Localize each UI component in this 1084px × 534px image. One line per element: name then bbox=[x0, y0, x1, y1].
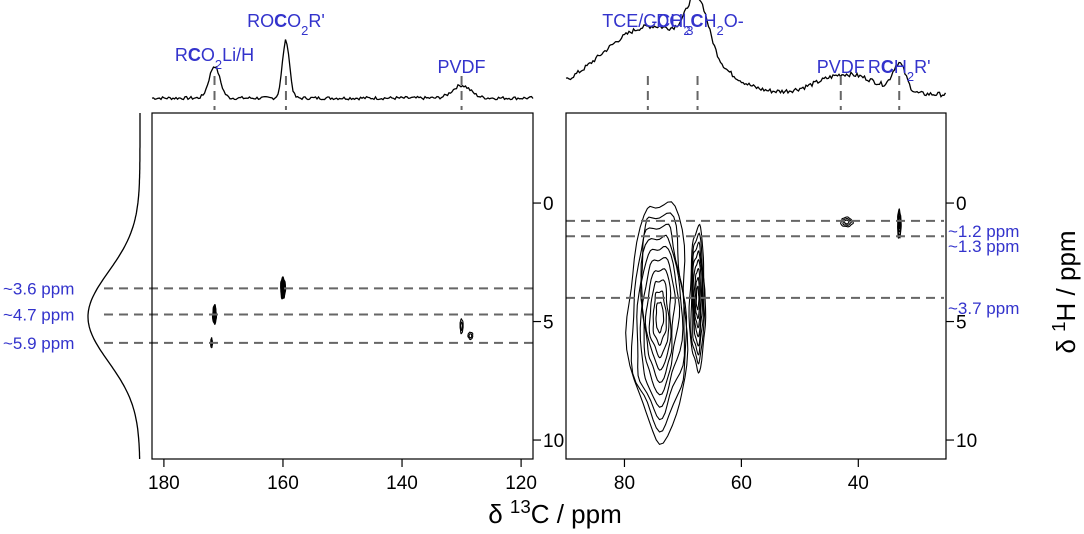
axes-layer: 180 160 140 120 80 60 40 0 0 5 5 10 10 bbox=[148, 194, 977, 494]
x-tick-label: 160 bbox=[267, 473, 299, 494]
contour-level bbox=[652, 290, 667, 346]
contour-level bbox=[467, 331, 474, 341]
x-tick-label: 60 bbox=[731, 473, 752, 494]
peak-label: PVDF bbox=[817, 57, 865, 77]
proton-projection-trace bbox=[87, 113, 141, 459]
y-tick-label: 10 bbox=[543, 431, 564, 452]
peak-label: TCE/CDCl3 bbox=[602, 11, 693, 38]
x-tick-label: 180 bbox=[148, 473, 180, 494]
contour-level bbox=[843, 219, 850, 225]
x-tick-label: 80 bbox=[614, 473, 635, 494]
peak-label: RCH2R' bbox=[868, 57, 931, 84]
cross-peak bbox=[459, 318, 464, 335]
guide-lines bbox=[104, 76, 944, 344]
right-plot-frame bbox=[565, 112, 947, 460]
contour-level bbox=[636, 223, 685, 421]
y-tick-label: 5 bbox=[543, 313, 554, 334]
contour-level bbox=[694, 276, 701, 320]
proton-shift-label: ~3.6 ppm bbox=[3, 279, 74, 298]
peak-label: RCO2Li/H bbox=[175, 45, 254, 72]
proton-shift-label: ~3.7 ppm bbox=[948, 299, 1019, 318]
contour-level bbox=[640, 245, 681, 396]
contour-level bbox=[282, 286, 284, 291]
carbon-projection-right bbox=[565, 0, 947, 98]
y-tick-label: 10 bbox=[956, 431, 977, 452]
cross-peak bbox=[467, 331, 474, 341]
y-tick-label: 0 bbox=[543, 194, 554, 215]
contour-layer bbox=[210, 201, 902, 446]
carbon-projection-right-trace bbox=[565, 0, 947, 98]
left-plot-frame bbox=[151, 112, 534, 460]
cross-peak bbox=[625, 201, 689, 446]
proton-shift-label: ~5.9 ppm bbox=[3, 334, 74, 353]
contour-level bbox=[468, 333, 473, 339]
contour-level bbox=[842, 217, 852, 226]
contour-level bbox=[641, 257, 676, 384]
contour-level bbox=[639, 234, 684, 408]
peak-label: -CH2CH2O- bbox=[651, 11, 743, 38]
contour-level bbox=[459, 318, 464, 335]
y-axis-title: δ 1H / ppm bbox=[1048, 230, 1082, 353]
labels-layer: RCO2Li/H ROCO2R' PVDF TCE/CDCl3-CH2CH2O- PVD… bbox=[3, 11, 1081, 529]
x-axis-title: δ 13C / ppm bbox=[488, 496, 622, 530]
contour-level bbox=[630, 212, 688, 433]
x-tick-label: 140 bbox=[386, 473, 418, 494]
cross-peak bbox=[897, 207, 902, 239]
proton-shift-label: ~1.3 ppm bbox=[948, 237, 1019, 256]
contour-level bbox=[644, 268, 672, 371]
contour-level bbox=[648, 279, 670, 359]
contour-level bbox=[655, 301, 665, 334]
carbon-projection-left-trace bbox=[151, 39, 534, 101]
contour-level bbox=[625, 201, 689, 446]
peak-label: PVDF bbox=[438, 57, 486, 77]
cross-peak bbox=[840, 216, 854, 228]
y-tick-label: 5 bbox=[956, 313, 967, 334]
contour-level bbox=[695, 285, 700, 311]
proton-projection bbox=[87, 113, 141, 459]
x-tick-label: 40 bbox=[848, 473, 869, 494]
carbon-projection-left bbox=[151, 39, 534, 101]
peak-label: ROCO2R' bbox=[247, 11, 325, 38]
proton-shift-label: ~1.2 ppm bbox=[948, 222, 1019, 241]
proton-shift-label: ~4.7 ppm bbox=[3, 305, 74, 324]
y-tick-label: 0 bbox=[956, 194, 967, 215]
contour-level bbox=[840, 216, 854, 228]
contour-level bbox=[460, 321, 463, 332]
cross-peak bbox=[280, 276, 287, 300]
x-tick-label: 120 bbox=[505, 473, 537, 494]
